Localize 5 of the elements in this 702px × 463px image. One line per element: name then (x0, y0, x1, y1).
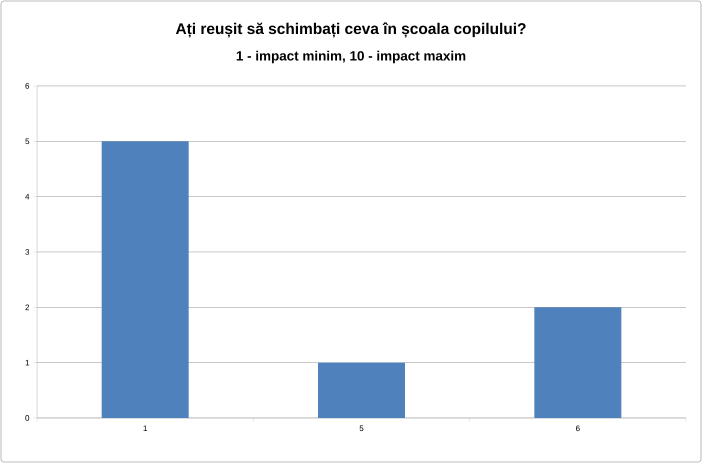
bar (534, 307, 622, 418)
chart-title: Ați reușit să schimbați ceva în școala copilului? (176, 22, 526, 38)
bar (102, 141, 189, 418)
chart-subtitle: 1 - impact minim, 10 - impact maxim (236, 50, 466, 64)
bar (318, 362, 406, 418)
